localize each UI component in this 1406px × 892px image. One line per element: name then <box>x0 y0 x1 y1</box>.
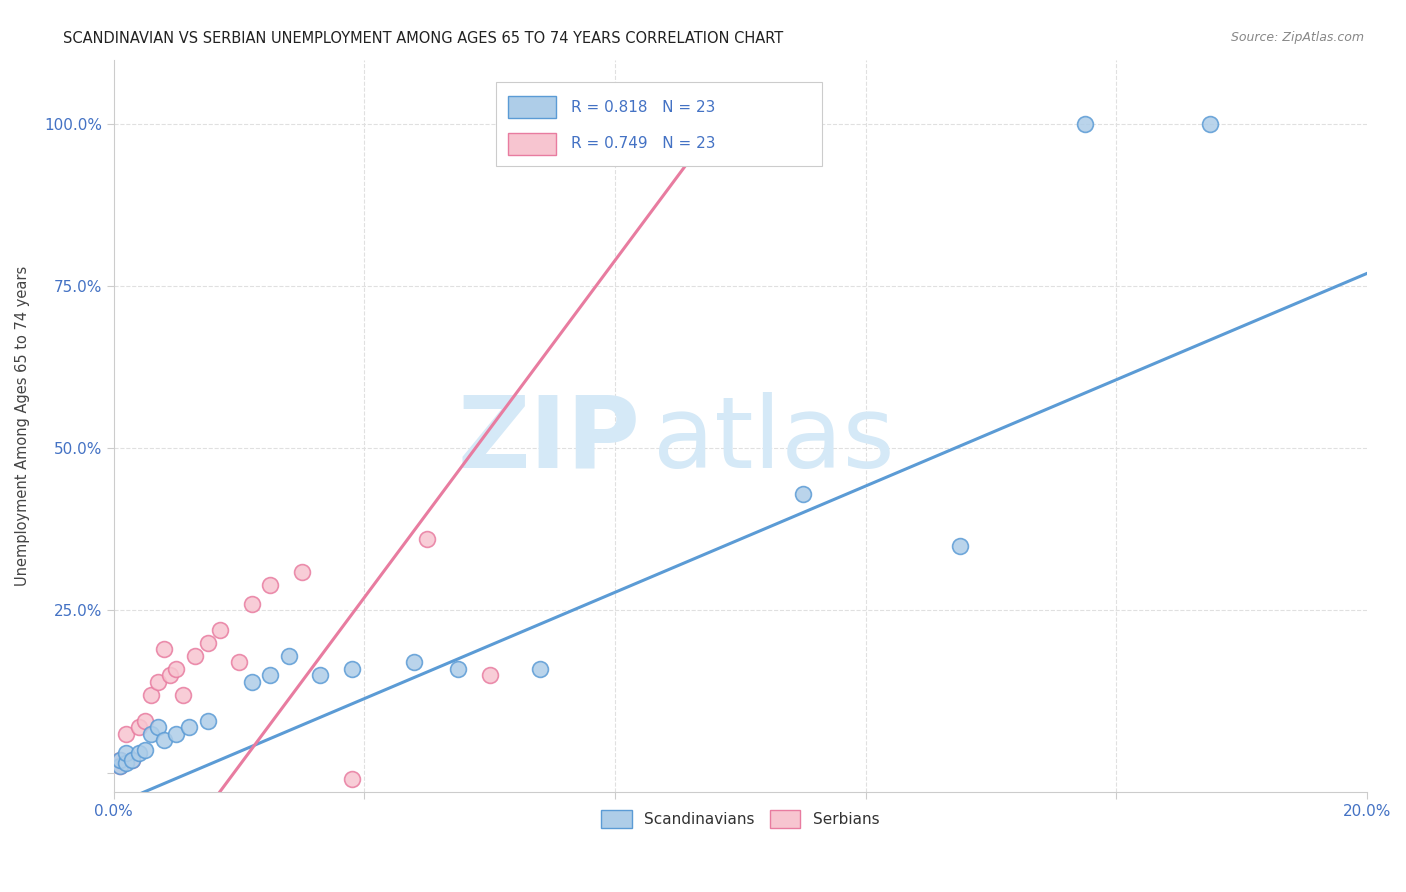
Point <box>529 117 551 131</box>
Legend: Scandinavians, Serbians: Scandinavians, Serbians <box>593 803 887 836</box>
Point <box>153 733 176 747</box>
Point <box>478 668 501 682</box>
Point <box>1074 117 1097 131</box>
Point <box>309 668 332 682</box>
Text: R = 0.749   N = 23: R = 0.749 N = 23 <box>571 136 716 152</box>
Point <box>141 688 163 702</box>
Point <box>108 759 131 773</box>
Point <box>259 668 281 682</box>
Point <box>792 487 814 501</box>
Point <box>108 759 131 773</box>
Point <box>121 753 143 767</box>
Point <box>165 726 187 740</box>
Point <box>108 753 131 767</box>
Point <box>340 772 363 786</box>
Point <box>447 662 470 676</box>
Text: atlas: atlas <box>652 392 894 489</box>
Point <box>165 662 187 676</box>
Point <box>141 726 163 740</box>
Point <box>404 656 426 670</box>
Point <box>416 532 439 546</box>
Point <box>948 539 970 553</box>
Point <box>197 636 219 650</box>
Point <box>340 662 363 676</box>
Point <box>172 688 194 702</box>
Point <box>128 746 150 760</box>
Text: Source: ZipAtlas.com: Source: ZipAtlas.com <box>1230 31 1364 45</box>
Point <box>159 668 181 682</box>
Point <box>177 720 200 734</box>
Y-axis label: Unemployment Among Ages 65 to 74 years: Unemployment Among Ages 65 to 74 years <box>15 266 30 586</box>
Bar <box>509 96 555 118</box>
Point <box>197 714 219 728</box>
Point <box>228 656 250 670</box>
Point <box>146 674 169 689</box>
Point <box>240 674 263 689</box>
Point <box>278 648 301 663</box>
Text: SCANDINAVIAN VS SERBIAN UNEMPLOYMENT AMONG AGES 65 TO 74 YEARS CORRELATION CHART: SCANDINAVIAN VS SERBIAN UNEMPLOYMENT AMO… <box>63 31 783 46</box>
Point <box>115 756 138 770</box>
Text: R = 0.818   N = 23: R = 0.818 N = 23 <box>571 100 716 115</box>
Point <box>259 577 281 591</box>
Point <box>240 597 263 611</box>
Point <box>121 753 143 767</box>
Point <box>1199 117 1222 131</box>
Point <box>115 746 138 760</box>
Point <box>134 743 156 757</box>
Point <box>128 720 150 734</box>
Text: ZIP: ZIP <box>457 392 640 489</box>
Point <box>108 753 131 767</box>
Point <box>134 714 156 728</box>
Point <box>146 720 169 734</box>
Bar <box>509 133 555 155</box>
Point <box>291 565 314 579</box>
Point <box>184 648 207 663</box>
Point <box>209 623 232 637</box>
Point <box>153 642 176 657</box>
FancyBboxPatch shape <box>496 81 821 166</box>
Point <box>115 726 138 740</box>
Point <box>529 662 551 676</box>
